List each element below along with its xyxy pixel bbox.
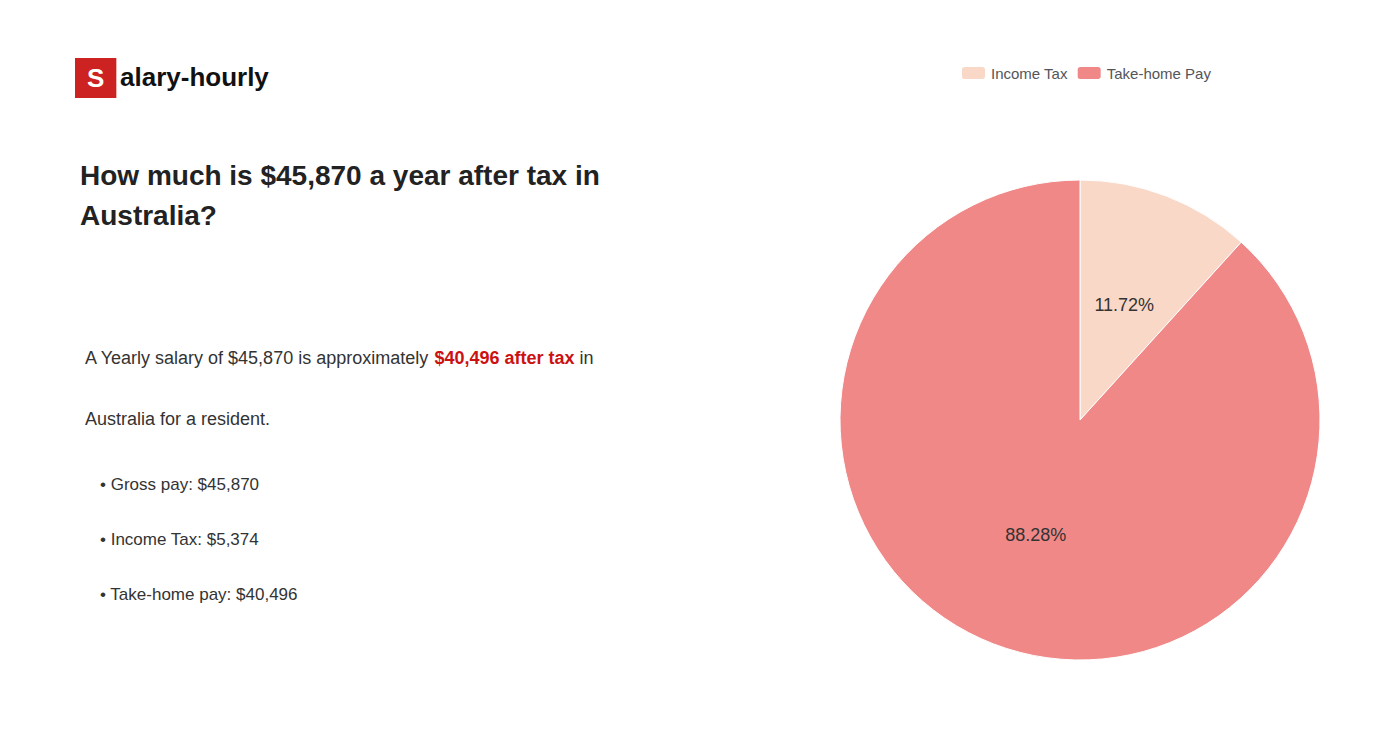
svg-text:Australia?: Australia? <box>80 200 217 231</box>
svg-text:Income Tax: Income Tax <box>991 65 1068 82</box>
svg-text:$40,496 after tax: $40,496 after tax <box>435 348 575 368</box>
svg-text:• Take-home pay: $40,496: • Take-home pay: $40,496 <box>100 585 298 604</box>
svg-text:in: in <box>575 348 594 368</box>
svg-text:S: S <box>87 63 104 93</box>
svg-text:11.72%: 11.72% <box>1094 295 1154 315</box>
svg-text:88.28%: 88.28% <box>1005 525 1066 545</box>
svg-text:Australia for a resident.: Australia for a resident. <box>85 409 270 429</box>
svg-text:• Gross pay: $45,870: • Gross pay: $45,870 <box>100 475 259 494</box>
svg-text:How much is $45,870 a year aft: How much is $45,870 a year after tax in <box>80 160 600 191</box>
svg-text:A Yearly salary of $45,870 is: A Yearly salary of $45,870 is approximat… <box>85 348 433 368</box>
svg-text:Take-home Pay: Take-home Pay <box>1107 65 1212 82</box>
svg-text:• Income Tax: $5,374: • Income Tax: $5,374 <box>100 530 259 549</box>
svg-text:alary-hourly: alary-hourly <box>120 62 269 92</box>
